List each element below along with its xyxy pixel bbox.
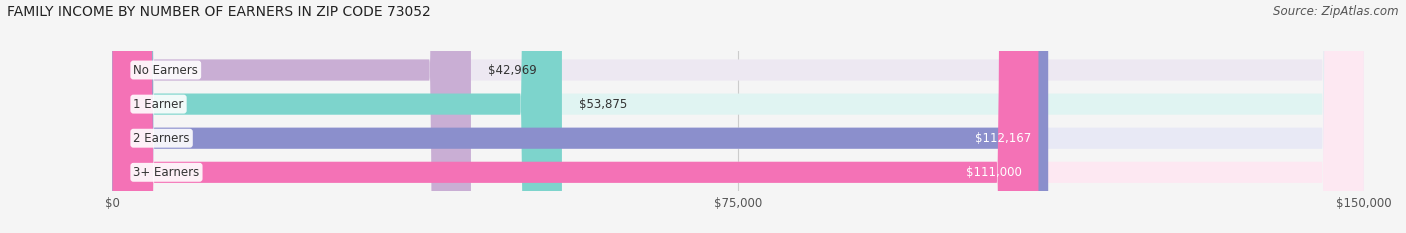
Text: 2 Earners: 2 Earners	[134, 132, 190, 145]
FancyBboxPatch shape	[112, 0, 471, 233]
Text: FAMILY INCOME BY NUMBER OF EARNERS IN ZIP CODE 73052: FAMILY INCOME BY NUMBER OF EARNERS IN ZI…	[7, 5, 430, 19]
Text: $112,167: $112,167	[976, 132, 1032, 145]
FancyBboxPatch shape	[112, 0, 1364, 233]
Text: 1 Earner: 1 Earner	[134, 98, 184, 111]
Text: $42,969: $42,969	[488, 64, 536, 76]
Text: 3+ Earners: 3+ Earners	[134, 166, 200, 179]
FancyBboxPatch shape	[112, 0, 1364, 233]
Text: No Earners: No Earners	[134, 64, 198, 76]
FancyBboxPatch shape	[112, 0, 1364, 233]
FancyBboxPatch shape	[112, 0, 1039, 233]
FancyBboxPatch shape	[112, 0, 1364, 233]
Text: $111,000: $111,000	[966, 166, 1022, 179]
Text: $53,875: $53,875	[579, 98, 627, 111]
FancyBboxPatch shape	[112, 0, 1049, 233]
FancyBboxPatch shape	[112, 0, 562, 233]
Text: Source: ZipAtlas.com: Source: ZipAtlas.com	[1274, 5, 1399, 18]
